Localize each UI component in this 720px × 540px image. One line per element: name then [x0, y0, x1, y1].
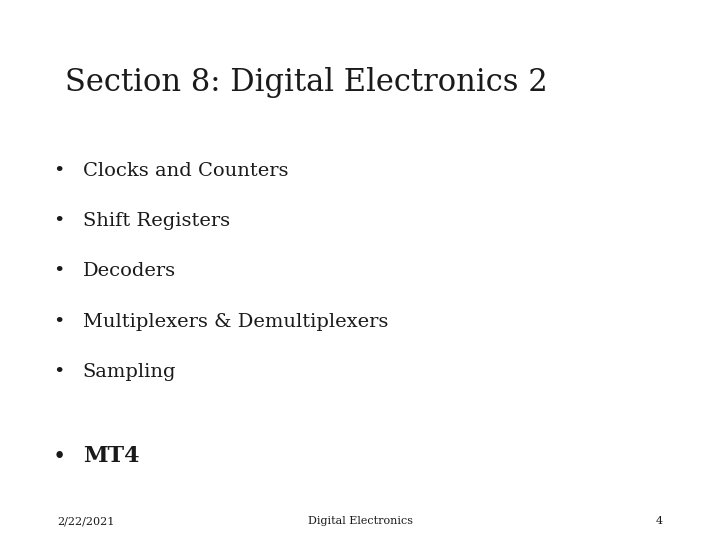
Text: Clocks and Counters: Clocks and Counters	[83, 162, 288, 180]
Text: •: •	[53, 363, 65, 381]
Text: Multiplexers & Demultiplexers: Multiplexers & Demultiplexers	[83, 313, 388, 330]
Text: Decoders: Decoders	[83, 262, 176, 280]
Text: Section 8: Digital Electronics 2: Section 8: Digital Electronics 2	[65, 68, 547, 98]
Text: 4: 4	[655, 516, 662, 526]
Text: •: •	[53, 446, 66, 468]
Text: Digital Electronics: Digital Electronics	[307, 516, 413, 526]
Text: •: •	[53, 212, 65, 230]
Text: •: •	[53, 162, 65, 180]
Text: Sampling: Sampling	[83, 363, 176, 381]
Text: Shift Registers: Shift Registers	[83, 212, 230, 230]
Text: 2/22/2021: 2/22/2021	[58, 516, 115, 526]
Text: MT4: MT4	[83, 446, 139, 468]
Text: •: •	[53, 262, 65, 280]
Text: •: •	[53, 313, 65, 330]
